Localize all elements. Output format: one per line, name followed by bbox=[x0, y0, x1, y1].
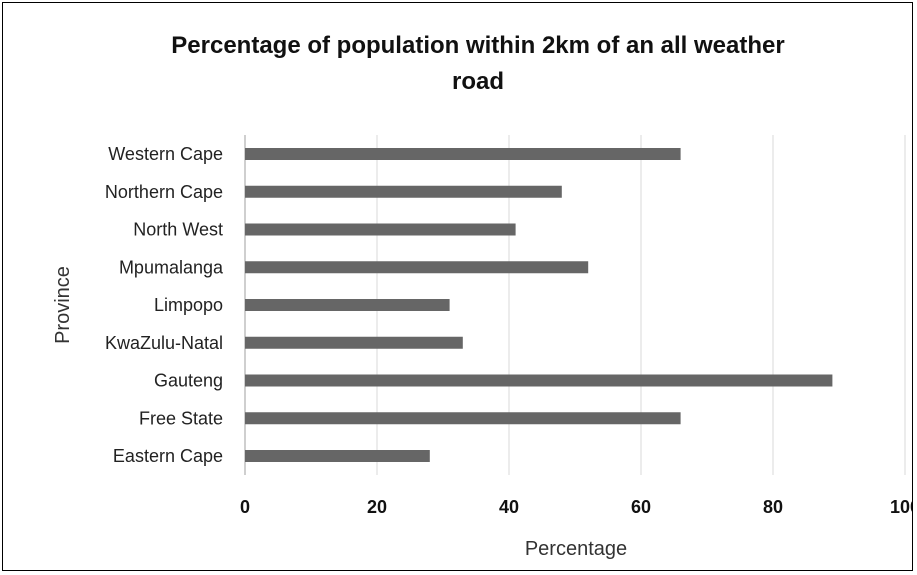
bar-chart: Percentage of population within 2km of a… bbox=[52, 32, 913, 560]
y-tick-label: Free State bbox=[139, 408, 223, 428]
bar-mpumalanga bbox=[245, 261, 589, 274]
x-tick-label: 20 bbox=[367, 497, 387, 517]
x-tick-label: 80 bbox=[763, 497, 783, 517]
x-tick-label: 0 bbox=[240, 497, 250, 517]
y-tick-labels: Western Cape Northern Cape North West Mpuma… bbox=[105, 144, 224, 466]
bar-limpopo bbox=[245, 299, 450, 311]
bar-kwazulu-natal bbox=[245, 336, 463, 349]
bar-northern-cape bbox=[245, 185, 562, 198]
y-tick-label: Gauteng bbox=[154, 371, 223, 391]
y-tick-label: Limpopo bbox=[154, 295, 223, 315]
bar-north-west bbox=[245, 223, 516, 236]
y-tick-label: Western Cape bbox=[108, 144, 223, 164]
y-tick-label: Northern Cape bbox=[105, 182, 223, 202]
y-tick-label: KwaZulu-Natal bbox=[105, 333, 223, 353]
y-axis-title: Province bbox=[52, 266, 74, 344]
bar-western-cape bbox=[245, 148, 681, 160]
chart-title-line-1: Percentage of population within 2km of a… bbox=[171, 32, 784, 59]
bars bbox=[245, 148, 833, 462]
bar-eastern-cape bbox=[245, 450, 430, 462]
x-tick-label: 40 bbox=[499, 497, 519, 517]
y-tick-label: North West bbox=[133, 220, 223, 240]
x-tick-labels: 0 20 40 60 80 100 bbox=[240, 497, 913, 517]
chart-title-line-2: road bbox=[452, 68, 504, 95]
bar-free-state bbox=[245, 412, 681, 425]
y-tick-label: Mpumalanga bbox=[119, 257, 224, 277]
x-axis-title: Percentage bbox=[525, 538, 627, 560]
x-tick-label: 60 bbox=[631, 497, 651, 517]
bar-gauteng bbox=[245, 374, 833, 387]
x-tick-label: 100 bbox=[890, 497, 913, 517]
y-tick-label: Eastern Cape bbox=[113, 446, 223, 466]
